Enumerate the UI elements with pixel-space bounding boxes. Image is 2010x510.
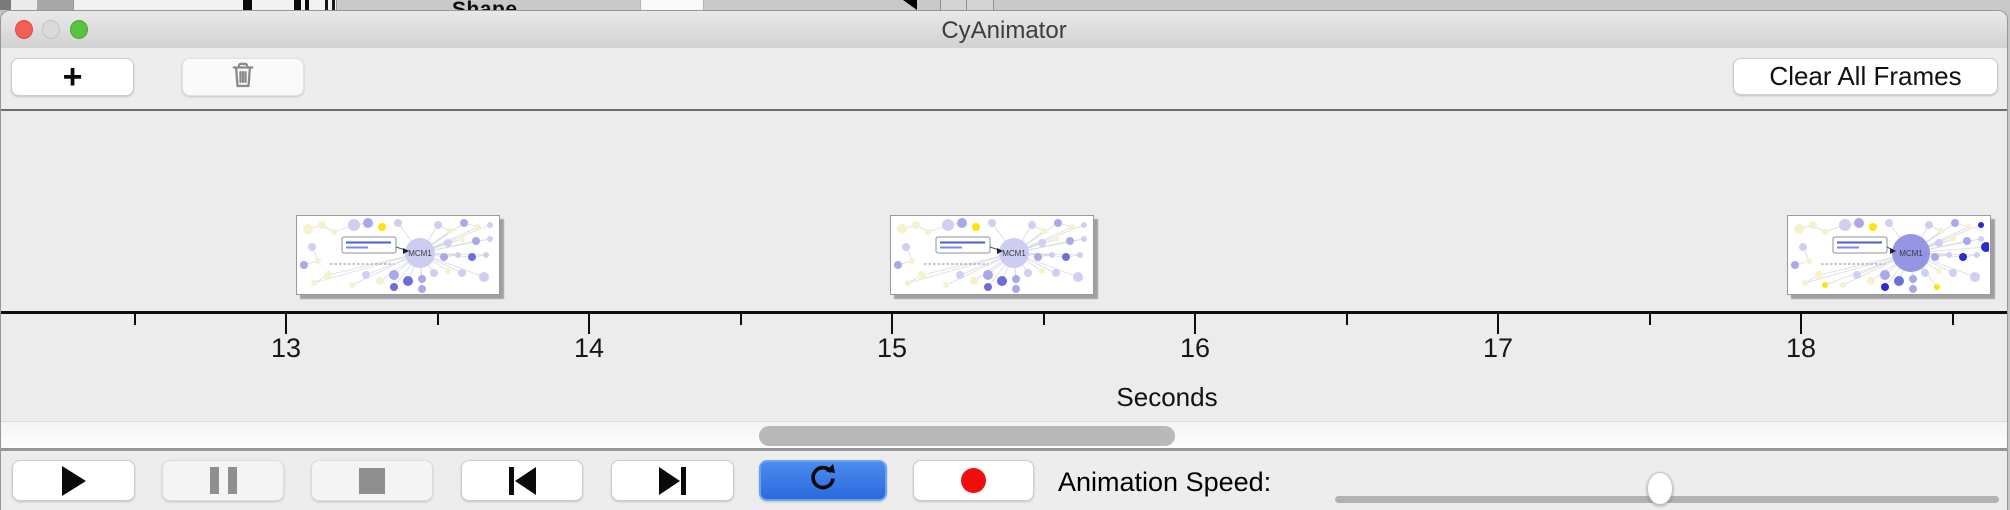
cyanimator-window: CyAnimator + Clear All Frames — [0, 10, 2008, 510]
background-icon-fragment — [243, 0, 252, 10]
record-button[interactable] — [913, 460, 1034, 501]
skip-start-icon — [508, 466, 536, 495]
background-button-fragment — [940, 0, 967, 10]
background-fragment — [11, 0, 37, 10]
timeline-panel[interactable]: 12 13 14 15 16 17 18 Seconds MCM1 MCM1 MCM1 — [1, 111, 2007, 421]
background-icon-fragment — [325, 0, 328, 10]
timeline-axis-line — [1, 311, 2007, 314]
background-icon-fragment — [294, 0, 301, 10]
background-icon-fragment — [305, 0, 309, 10]
pause-icon — [209, 467, 237, 494]
background-fragment — [640, 0, 704, 10]
ruler-major-tick — [891, 314, 893, 334]
background-fragment — [37, 0, 73, 10]
delete-frame-button[interactable] — [182, 58, 304, 96]
trash-icon — [229, 60, 257, 95]
svg-text:MCM1: MCM1 — [1002, 249, 1026, 258]
ruler-minor-tick — [1951, 314, 1954, 325]
clear-all-frames-button[interactable]: Clear All Frames — [1733, 58, 1998, 95]
ruler-minor-tick — [1042, 314, 1045, 325]
play-icon — [61, 465, 86, 496]
ruler-tick-label: 15 — [876, 333, 908, 363]
ruler-minor-tick — [739, 314, 742, 325]
ruler-tick-label: 13 — [270, 333, 302, 363]
ruler-minor-tick — [1648, 314, 1651, 325]
ruler-tick-label: 18 — [1785, 333, 1817, 363]
title-bar[interactable]: CyAnimator — [1, 11, 2007, 49]
skip-to-end-button[interactable] — [611, 460, 734, 501]
ruler-major-tick — [1194, 314, 1196, 334]
ruler-major-tick — [1800, 314, 1802, 334]
background-icon-fragment — [332, 0, 335, 10]
minimize-window-button[interactable] — [42, 20, 60, 39]
add-frame-button[interactable]: + — [11, 58, 134, 96]
window-title: CyAnimator — [941, 17, 1067, 44]
stop-icon — [359, 467, 385, 494]
animation-speed-slider-thumb[interactable] — [1647, 472, 1674, 505]
background-fragment — [0, 0, 11, 10]
ruler-major-tick — [1497, 314, 1499, 334]
keyframe-3-thumbnail[interactable]: MCM1 — [1786, 215, 1991, 295]
background-app-strip: Shape — [0, 0, 2010, 10]
play-button[interactable] — [12, 460, 135, 501]
close-window-button[interactable] — [15, 20, 33, 39]
loop-icon — [808, 463, 838, 498]
record-icon — [961, 468, 986, 493]
ruler-minor-tick — [1345, 314, 1348, 325]
background-cursor-fragment — [903, 0, 917, 10]
skip-end-icon — [659, 466, 686, 495]
zoom-window-button[interactable] — [70, 20, 88, 39]
controls-divider — [1, 448, 2007, 451]
ruler-tick-label: 14 — [573, 333, 605, 363]
toolbar-divider — [1, 109, 2007, 111]
ruler-minor-tick — [133, 314, 136, 325]
svg-text:MCM1: MCM1 — [1899, 249, 1923, 258]
stop-button[interactable] — [311, 460, 433, 501]
timeline-scrollbar[interactable] — [1, 421, 2007, 448]
animation-speed-label: Animation Speed: — [1058, 467, 1272, 497]
frame-toolbar: + Clear All Frames — [1, 48, 2007, 109]
playback-control-bar: Animation Speed: — [1, 451, 2007, 510]
ruler-tick-label: 12 — [1, 333, 23, 364]
keyframe-1-thumbnail[interactable]: MCM1 — [296, 215, 501, 295]
background-button-fragment — [966, 0, 994, 10]
clear-all-frames-label: Clear All Frames — [1769, 61, 1962, 91]
ruler-major-tick — [588, 314, 590, 334]
ruler-tick-label: 17 — [1482, 333, 1514, 363]
axis-label-seconds: Seconds — [1116, 382, 1218, 412]
ruler-major-tick — [285, 314, 287, 334]
pause-button[interactable] — [162, 460, 284, 501]
svg-text:MCM1: MCM1 — [408, 249, 432, 258]
ruler-minor-tick — [436, 314, 439, 325]
keyframe-2-thumbnail[interactable]: MCM1 — [889, 215, 1094, 295]
plus-icon: + — [62, 58, 83, 96]
loop-button[interactable] — [759, 460, 887, 501]
background-fragment — [73, 0, 337, 10]
skip-to-start-button[interactable] — [461, 460, 583, 501]
background-shape-label: Shape — [452, 0, 518, 10]
ruler-tick-label: 16 — [1179, 333, 1211, 363]
scrollbar-thumb[interactable] — [759, 426, 1175, 446]
